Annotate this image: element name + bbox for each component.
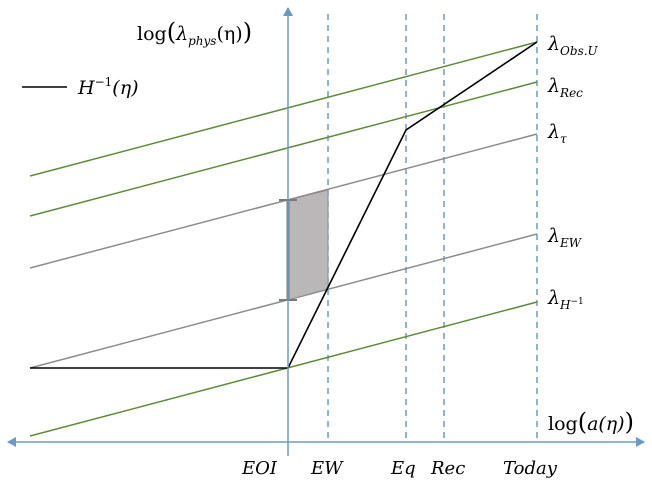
y-axis-label: log(λphys(η)): [137, 18, 252, 48]
tick-label-eq: Eq: [390, 458, 416, 479]
label-lambda-tau: λτ: [547, 121, 567, 146]
lambda-hinv-line: [29, 301, 538, 437]
shaded-region: [287, 189, 329, 301]
label-lambda-obs: λObs.U: [547, 33, 599, 58]
lambda-obs-line: [29, 41, 538, 177]
legend-label: H−1(η): [77, 75, 139, 99]
label-lambda-hinv: λH−1: [547, 287, 584, 312]
tick-label-ew: EW: [310, 458, 344, 479]
x-axis-label: log(a(η)): [548, 408, 634, 436]
hubble-radius-curve: [30, 41, 538, 369]
label-lambda-ew: λEW: [547, 225, 583, 250]
legend: H−1(η): [22, 75, 139, 99]
lambda-rec-line: [29, 81, 538, 217]
tick-label-rec: Rec: [430, 458, 465, 479]
label-lambda-rec: λRec: [547, 75, 583, 100]
tick-label-eoi: EOI: [241, 458, 278, 479]
tick-label-today: Today: [503, 458, 558, 479]
